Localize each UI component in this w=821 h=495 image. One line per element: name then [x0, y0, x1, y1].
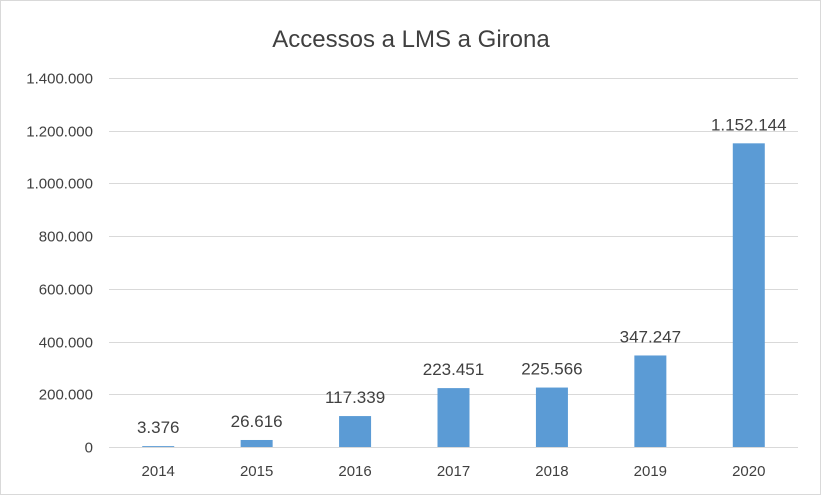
- y-tick-label: 400.000: [39, 335, 93, 352]
- bar-2015: [240, 439, 273, 447]
- x-tick-label-2014: 2014: [142, 463, 175, 480]
- gridlines: [109, 78, 798, 448]
- bar-2014: [142, 446, 175, 447]
- y-axis-tick-labels: 0 200.000 400.000 600.000 800.000 1.000.000 1.…: [26, 71, 93, 457]
- y-tick-label: 1.400.000: [26, 71, 93, 88]
- x-tick-label-2018: 2018: [535, 463, 568, 480]
- bar-2020: [732, 143, 765, 447]
- data-labels: 3.376 26.616 117.339 223.451 225.566 347.247 1…: [137, 115, 787, 437]
- x-tick-label-2019: 2019: [634, 463, 667, 480]
- bars: [142, 143, 765, 447]
- x-tick-label-2015: 2015: [240, 463, 273, 480]
- data-label-2015: 26.616: [231, 412, 283, 431]
- data-label-2016: 117.339: [325, 388, 385, 407]
- data-label-2017: 223.451: [423, 360, 484, 379]
- y-tick-label: 1.000.000: [26, 176, 93, 193]
- data-label-2014: 3.376: [137, 418, 180, 437]
- y-tick-label: 200.000: [39, 387, 93, 404]
- chart-title: Accessos a LMS a Girona: [272, 26, 550, 53]
- data-label-2018: 225.566: [521, 360, 582, 379]
- x-axis-tick-labels: 2014 2015 2016 2017 2018 2019 2020: [142, 463, 766, 480]
- bar-2017: [437, 388, 470, 447]
- bar-2016: [339, 416, 372, 447]
- data-label-2020: 1.152.144: [711, 115, 787, 134]
- x-tick-label-2020: 2020: [732, 463, 765, 480]
- y-tick-label: 1.200.000: [26, 124, 93, 141]
- x-tick-label-2017: 2017: [437, 463, 470, 480]
- bar-2019: [634, 355, 667, 447]
- x-tick-label-2016: 2016: [338, 463, 371, 480]
- data-label-2019: 347.247: [620, 327, 681, 346]
- y-tick-label: 800.000: [39, 229, 93, 246]
- y-tick-label: 0: [85, 440, 93, 457]
- y-tick-label: 600.000: [39, 282, 93, 299]
- bar-2018: [535, 387, 568, 447]
